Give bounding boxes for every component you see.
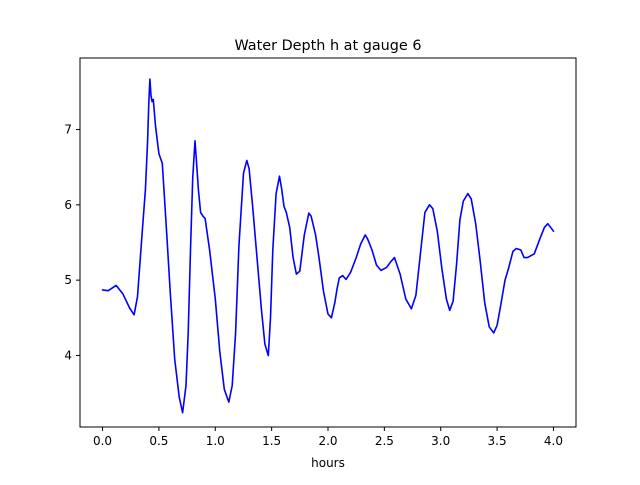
y-axis-ticks: 4 5 6 7 [64, 123, 80, 362]
x-tick-label: 1.0 [206, 434, 225, 448]
x-tick-label: 3.5 [488, 434, 507, 448]
series-line-0 [101, 78, 555, 414]
y-tick-label: 6 [64, 198, 72, 212]
x-tick-label: 4.0 [544, 434, 563, 448]
x-tick-label: 2.0 [318, 434, 337, 448]
x-tick-label: 2.5 [375, 434, 394, 448]
plot-frame [79, 57, 577, 428]
chart-title: Water Depth h at gauge 6 [234, 38, 421, 54]
x-tick-label: 0.0 [93, 434, 112, 448]
x-axis-title: hours [311, 456, 345, 470]
x-tick-label: 1.5 [262, 434, 281, 448]
y-tick-label: 7 [64, 123, 72, 137]
plot-area [101, 78, 555, 414]
x-tick-label: 3.0 [431, 434, 450, 448]
y-tick-label: 4 [64, 348, 72, 362]
x-axis-ticks: 0.0 0.5 1.0 1.5 2.0 2.5 3.0 3.5 4.0 [93, 427, 563, 448]
x-tick-label: 0.5 [149, 434, 168, 448]
y-tick-label: 5 [64, 273, 72, 287]
